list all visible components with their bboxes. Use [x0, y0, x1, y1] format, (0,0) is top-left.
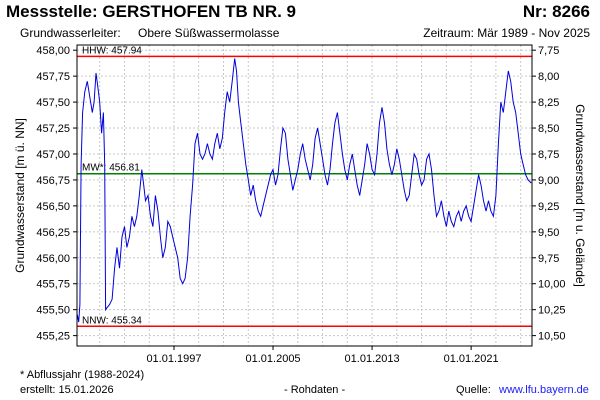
y-tick-label: 456,75	[36, 175, 70, 187]
y-tick-label: 457,75	[36, 71, 70, 83]
source-label: Quelle:	[456, 384, 491, 396]
aquifer-value: Obere Süßwassermolasse	[138, 26, 280, 40]
axes: 455,25 455,50 455,75 456,00 456,25 456,50 456,…	[36, 45, 565, 365]
y-tick-label: 457,50	[36, 97, 70, 109]
y-tick-label: 456,00	[36, 253, 70, 265]
y2-tick-label: 9,25	[538, 201, 559, 213]
y2-tick-label: 10,25	[538, 305, 566, 317]
y-tick-label: 455,50	[36, 305, 70, 317]
y2-tick-label: 9,00	[538, 175, 559, 187]
created-date: erstellt: 15.01.2026	[20, 384, 114, 396]
station-title: Messstelle: GERSTHOFEN TB NR. 9	[6, 2, 297, 21]
y2-axis-label: Grundwasserstand [m u. Gelände]	[573, 104, 587, 287]
series-line	[76, 58, 532, 323]
x-tick-label: 01.01.2005	[246, 353, 301, 365]
y2-tick-label: 9,75	[538, 253, 559, 265]
y-tick-label: 457,25	[36, 123, 70, 135]
y-axis-label: Grundwasserstand [m ü. NN]	[13, 118, 27, 273]
y-tick-label: 455,75	[36, 279, 70, 291]
y2-tick-label: 8,75	[538, 149, 559, 161]
y2-tick-label: 7,75	[538, 45, 559, 57]
y-tick-label: 455,25	[36, 331, 70, 343]
raw-data-note: - Rohdaten -	[284, 384, 346, 396]
y2-tick-label: 10,50	[538, 331, 566, 343]
y-tick-label: 456,25	[36, 227, 70, 239]
aquifer-label: Grundwasserleiter:	[20, 26, 121, 40]
x-tick-label: 01.01.2013	[345, 353, 400, 365]
y2-tick-label: 8,25	[538, 97, 559, 109]
y-tick-label: 457,00	[36, 149, 70, 161]
reference-lines: HHW: 457.94 MW*: 456.81 NNW: 455.34	[77, 45, 532, 328]
x-tick-label: 01.01.1997	[146, 353, 201, 365]
station-number: Nr: 8266	[522, 2, 590, 21]
source-link[interactable]: www.lfu.bayern.de	[499, 384, 589, 396]
plot-frame	[76, 44, 533, 347]
reference-line-label: HHW: 457.94	[82, 45, 142, 56]
reference-line-label: NNW: 455.34	[82, 315, 142, 326]
period-label: Zeitraum: Mär 1989 - Nov 2025	[423, 26, 590, 40]
reference-line-label: MW*: 456.81	[82, 163, 140, 174]
footnote: * Abflussjahr (1988-2024)	[20, 369, 145, 381]
y-tick-label: 456,50	[36, 201, 70, 213]
y2-tick-label: 9,50	[538, 227, 559, 239]
y2-tick-label: 10,00	[538, 279, 566, 291]
y2-tick-label: 8,00	[538, 71, 559, 83]
y2-tick-label: 8,50	[538, 123, 559, 135]
y-tick-label: 458,00	[36, 45, 70, 57]
x-tick-label: 01.01.2021	[444, 353, 499, 365]
